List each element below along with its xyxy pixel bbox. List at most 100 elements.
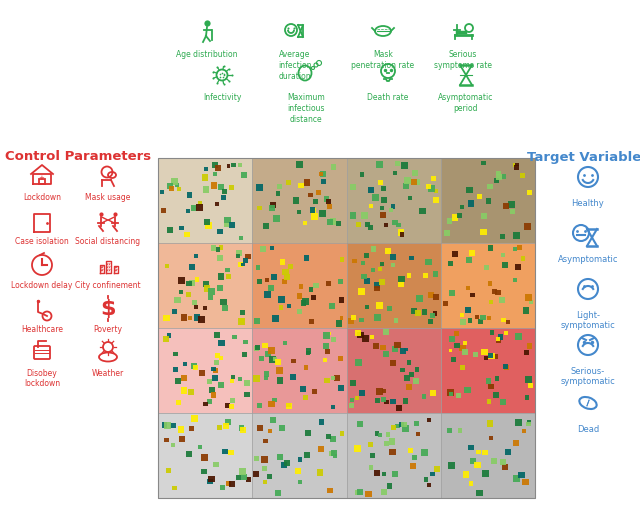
Point — [486, 434, 496, 442]
Point — [495, 333, 506, 341]
Point — [463, 306, 473, 314]
Point — [428, 389, 438, 397]
Point — [412, 366, 422, 374]
Point — [294, 208, 304, 216]
Point — [254, 401, 264, 410]
Text: +: + — [38, 175, 44, 181]
Bar — [252, 413, 346, 498]
Point — [465, 316, 475, 324]
Point — [450, 214, 460, 222]
Point — [484, 397, 494, 406]
Point — [324, 197, 334, 206]
Point — [324, 203, 335, 211]
Point — [189, 415, 200, 423]
Point — [375, 301, 385, 310]
Point — [163, 421, 173, 429]
Point — [474, 489, 484, 497]
Point — [236, 234, 246, 242]
Point — [255, 424, 265, 432]
Point — [385, 305, 395, 313]
Point — [483, 377, 493, 385]
Point — [288, 373, 298, 381]
Point — [209, 244, 219, 252]
Point — [466, 199, 476, 208]
Point — [406, 371, 417, 379]
Point — [334, 319, 344, 327]
Point — [235, 375, 245, 383]
Text: Light-
symptomatic: Light- symptomatic — [561, 311, 616, 330]
Point — [196, 369, 207, 377]
Point — [423, 182, 433, 190]
Point — [218, 193, 228, 201]
Point — [168, 441, 178, 449]
Point — [511, 161, 522, 169]
Point — [394, 221, 404, 229]
Point — [275, 453, 285, 461]
Point — [337, 296, 347, 304]
Point — [177, 435, 187, 443]
Point — [298, 299, 308, 307]
Point — [487, 328, 497, 336]
Point — [455, 426, 465, 434]
Point — [519, 427, 529, 435]
Point — [462, 386, 472, 394]
Point — [275, 377, 285, 385]
Point — [467, 249, 477, 257]
Point — [329, 449, 339, 457]
Point — [458, 318, 468, 326]
Point — [479, 212, 489, 220]
Point — [396, 229, 406, 237]
Point — [513, 419, 524, 427]
Point — [216, 273, 226, 281]
Point — [239, 350, 250, 358]
Point — [493, 169, 504, 177]
Point — [474, 448, 484, 456]
Point — [524, 418, 534, 426]
Point — [295, 478, 305, 486]
Point — [513, 332, 524, 340]
Point — [460, 339, 470, 347]
Point — [352, 444, 362, 452]
Point — [256, 354, 266, 362]
Point — [303, 429, 313, 437]
Point — [227, 480, 237, 488]
Point — [446, 390, 456, 398]
Point — [223, 216, 233, 224]
Point — [218, 484, 228, 492]
Point — [328, 335, 338, 343]
Point — [170, 308, 180, 316]
Point — [204, 222, 214, 230]
Bar — [158, 328, 252, 413]
Point — [396, 421, 406, 429]
Point — [262, 370, 272, 378]
Bar — [346, 413, 441, 498]
Point — [159, 421, 170, 429]
Point — [328, 435, 338, 443]
Point — [375, 265, 385, 273]
Point — [356, 316, 367, 324]
Point — [266, 284, 276, 292]
Point — [486, 382, 496, 390]
Point — [186, 424, 196, 432]
Text: Infectivity: Infectivity — [203, 93, 241, 102]
Bar — [252, 158, 346, 243]
Point — [374, 160, 385, 168]
Point — [420, 271, 431, 279]
Point — [293, 467, 303, 475]
Point — [372, 429, 382, 437]
Point — [398, 347, 408, 355]
Point — [417, 207, 428, 215]
Point — [412, 178, 422, 186]
Text: Social distancing: Social distancing — [76, 237, 141, 246]
Point — [385, 482, 395, 490]
Point — [525, 298, 536, 306]
Point — [207, 386, 217, 394]
Point — [377, 204, 387, 212]
Point — [420, 448, 430, 457]
Point — [349, 257, 360, 265]
Point — [509, 245, 520, 254]
Point — [387, 437, 397, 445]
Point — [227, 183, 237, 191]
Point — [266, 204, 276, 212]
Point — [424, 481, 435, 489]
